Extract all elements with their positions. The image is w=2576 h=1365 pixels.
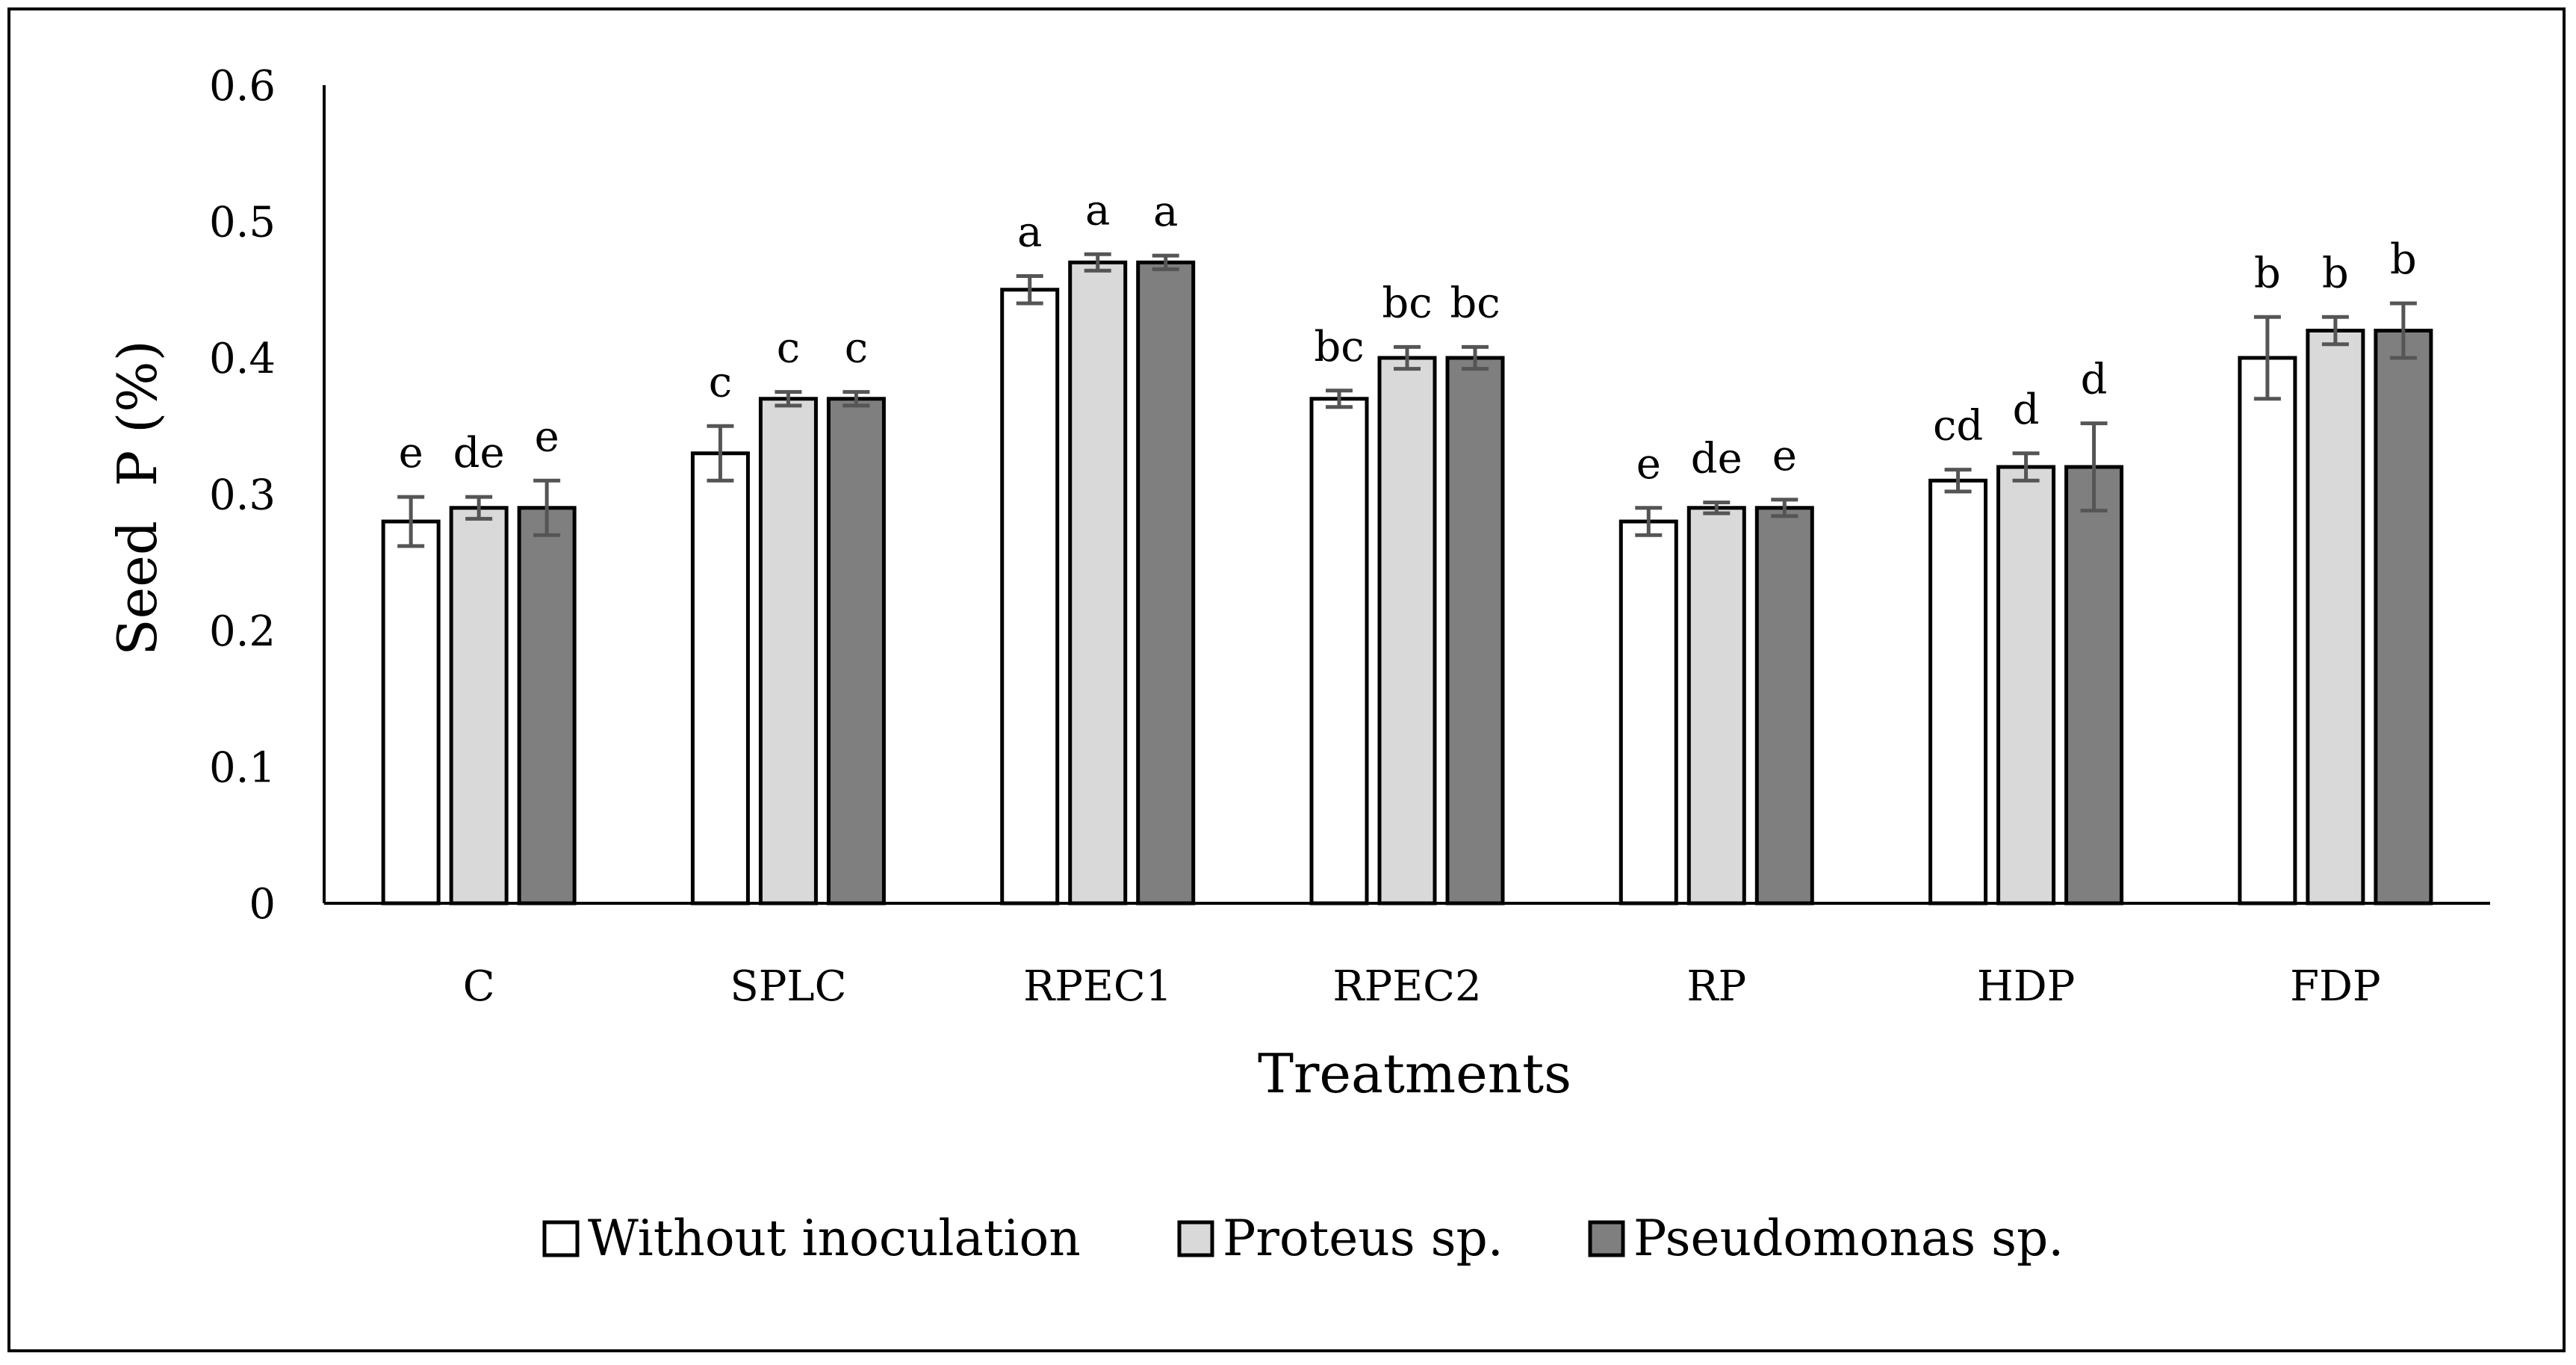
x-tick-label: C (463, 962, 495, 1011)
legend-label: Pseudomonas sp. (1633, 1210, 2064, 1267)
significance-letter: b (2322, 249, 2349, 297)
significance-letter: c (709, 358, 732, 406)
bar (381, 519, 441, 906)
bar-group-splc: cc c (690, 324, 886, 906)
bar (2064, 465, 2124, 906)
bar (2374, 329, 2433, 906)
x-tick-label: RPEC1 (1023, 962, 1172, 1011)
bar (826, 397, 886, 906)
y-axis-ticks: 0 0.1 0.2 0.3 0.4 0.5 0.6 (209, 62, 276, 929)
legend-label: Proteus sp. (1223, 1210, 1503, 1267)
significance-letter: e (1636, 440, 1661, 489)
y-axis-title: Seed P (%) (106, 340, 169, 655)
significance-letter: a (1085, 186, 1110, 235)
significance-letter: c (845, 324, 868, 373)
significance-letter: e (1772, 432, 1797, 480)
x-tick-label: RPEC2 (1332, 962, 1481, 1011)
bar (2306, 329, 2365, 906)
bar (1309, 397, 1369, 906)
legend-swatch (542, 1220, 580, 1257)
bar (758, 397, 818, 906)
significance-letter: d (2013, 386, 2040, 434)
bar (1928, 478, 1988, 906)
legend-item: Without inoculation (542, 1210, 1081, 1267)
significance-letter: b (2390, 235, 2417, 284)
bar (1618, 519, 1678, 906)
bar-group-c: e de e (381, 412, 577, 906)
y-tick-label: 0.5 (209, 199, 276, 247)
x-tick-label: HDP (1977, 962, 2075, 1011)
bar-group-rp: e de e (1618, 432, 1814, 906)
bar-group-hdp: cd dd (1928, 356, 2124, 906)
legend-item: Proteus sp. (1177, 1210, 1503, 1267)
significance-letter: bc (1382, 279, 1432, 327)
y-tick-label: 0.2 (209, 607, 276, 656)
significance-letter: de (1691, 434, 1742, 483)
significance-letter: de (453, 429, 505, 477)
bar (1136, 260, 1196, 906)
figure-frame: 0 0.1 0.2 0.3 0.4 0.5 0.6 e de e c c c a a a bc bc bc e de e… (7, 7, 2566, 1352)
bar (1000, 288, 1060, 906)
x-tick-label: RP (1686, 962, 1746, 1011)
y-tick-label: 0.4 (209, 335, 276, 383)
bar (1754, 506, 1814, 906)
legend-swatch (1177, 1220, 1214, 1257)
bar (1996, 465, 2056, 906)
significance-letter: b (2254, 249, 2281, 297)
significance-letter: bc (1314, 323, 1364, 371)
significance-letter: a (1017, 208, 1042, 257)
bar (1445, 356, 1505, 906)
x-axis-categories: C SPLC RPEC1 RPEC2 RP HDP FDP (463, 962, 2381, 1011)
bar (449, 506, 509, 906)
legend-swatch (1588, 1220, 1625, 1257)
legend-label: Without inoculation (588, 1210, 1081, 1267)
y-tick-label: 0 (249, 880, 276, 929)
legend-item: Pseudomonas sp. (1588, 1210, 2064, 1267)
x-axis-title: Treatments (1258, 1042, 1571, 1105)
significance-letter: bc (1450, 279, 1500, 327)
bar (1686, 506, 1746, 906)
y-tick-label: 0.6 (209, 62, 276, 111)
significance-letter: e (535, 412, 559, 461)
bar (1377, 356, 1437, 906)
significance-letter: d (2081, 356, 2108, 404)
x-tick-label: FDP (2290, 962, 2380, 1011)
bar (2238, 356, 2297, 906)
bar (517, 506, 577, 906)
bar (690, 451, 750, 906)
y-tick-label: 0.3 (209, 471, 276, 520)
legend: Without inoculation Proteus sp. Pseudomona… (542, 1210, 2064, 1267)
significance-letter: a (1153, 188, 1178, 236)
bar (1068, 260, 1128, 906)
significance-letter: e (399, 429, 423, 477)
significance-letter: cd (1933, 402, 1983, 451)
y-tick-label: 0.1 (209, 744, 276, 793)
x-tick-label: SPLC (730, 962, 846, 1011)
significance-letter: c (777, 324, 800, 373)
